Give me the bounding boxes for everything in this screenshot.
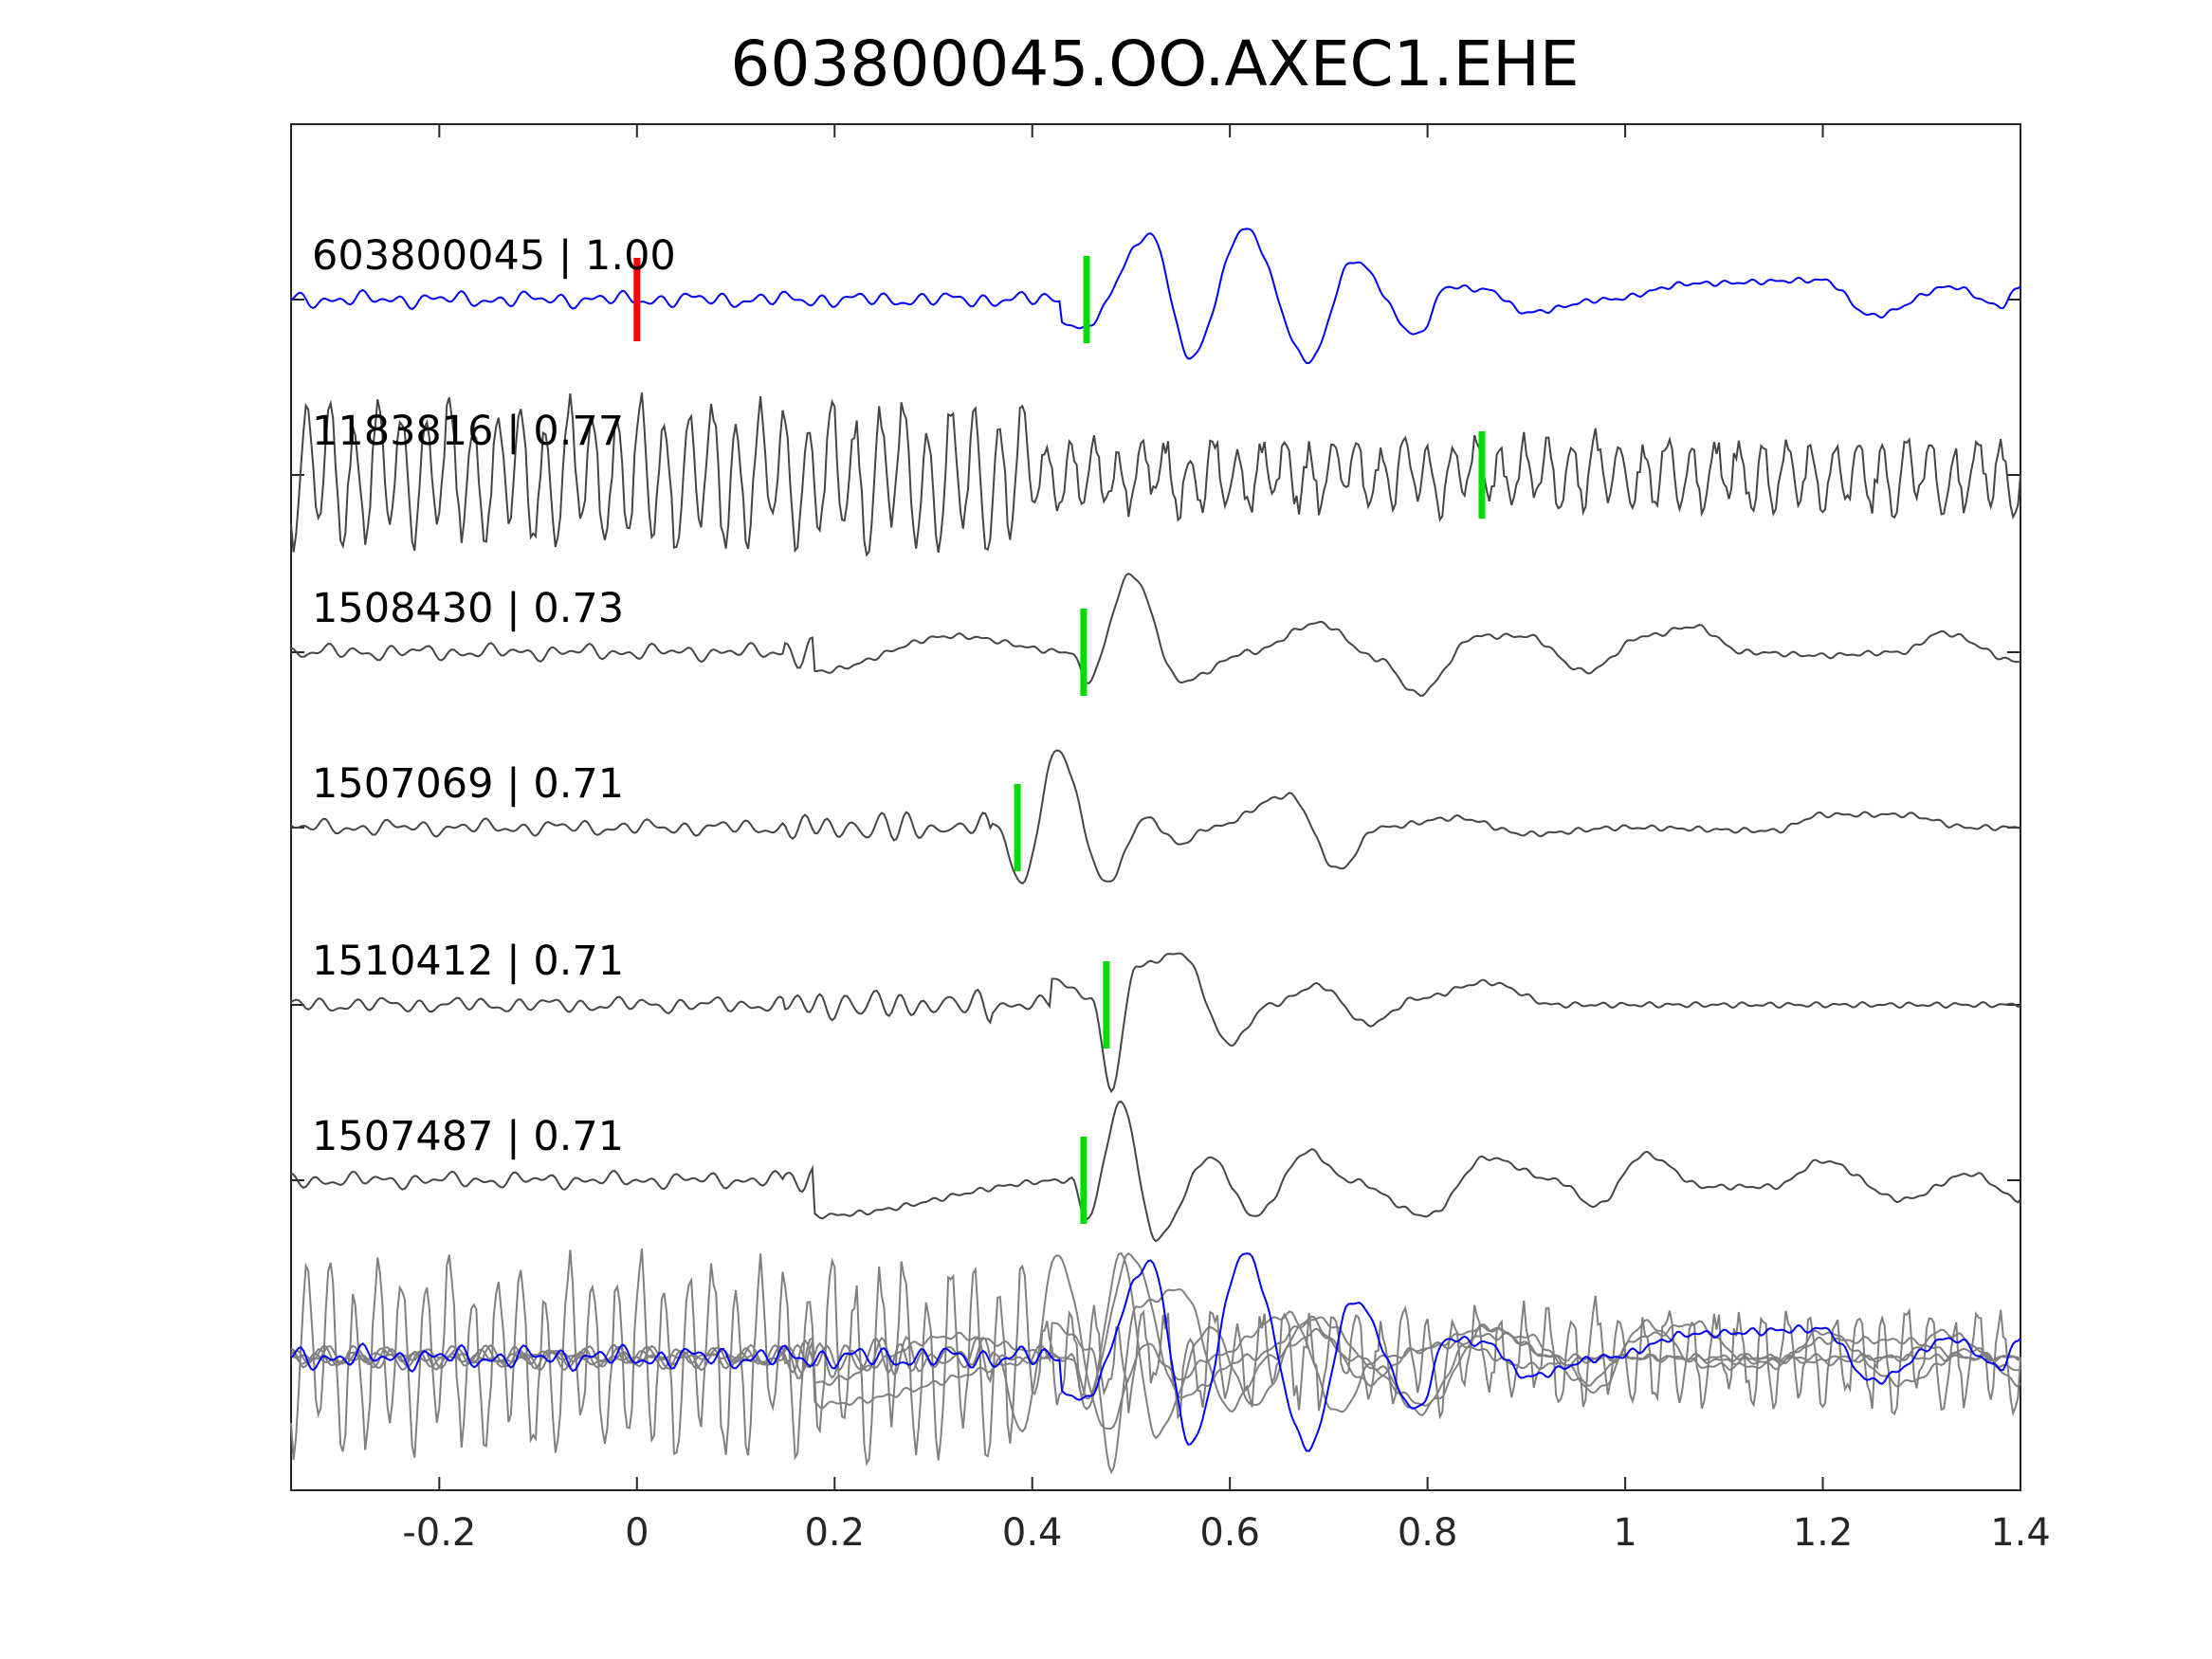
x-tick-label: 1.2 — [1793, 1511, 1854, 1555]
match-waveform — [290, 392, 2021, 557]
overlay-match-waveform — [290, 1251, 2021, 1416]
x-tick-label: 1.4 — [1990, 1511, 2051, 1555]
chart-title: 603800045.OO.AXEC1.EHE — [730, 27, 1579, 100]
x-tick-label: 0.8 — [1398, 1511, 1458, 1555]
match-waveform — [290, 749, 2021, 885]
overlay-traces — [290, 1248, 2021, 1475]
match-waveform — [290, 952, 2021, 1094]
overlay-match-waveform — [290, 1288, 2021, 1475]
x-tick-label: 0 — [625, 1511, 649, 1555]
match-waveform — [290, 1100, 2021, 1243]
phase-picks — [633, 256, 1486, 1224]
trace-label: 1507069 | 0.71 — [312, 760, 624, 808]
x-tick-label: 0.4 — [1002, 1511, 1063, 1555]
x-tick-label: -0.2 — [402, 1511, 476, 1555]
trace-label: 1507487 | 0.71 — [312, 1113, 624, 1160]
template-waveform — [290, 228, 2021, 365]
trace-label: 1183816 | 0.77 — [312, 408, 624, 455]
x-axis-ticks: -0.2 0 0.2 0.4 0.6 0.8 1 1.2 1.4 — [291, 124, 2051, 1555]
match-waveform — [290, 572, 2021, 697]
trace-label: 1508430 | 0.73 — [312, 585, 624, 632]
x-tick-label: 0.6 — [1199, 1511, 1260, 1555]
overlay-template-waveform — [290, 1252, 2021, 1452]
waveform-traces — [290, 228, 2021, 1243]
plot-axes — [290, 123, 2021, 1491]
x-tick-label: 0.2 — [804, 1511, 865, 1555]
plot-frame — [290, 123, 2021, 1491]
trace-labels: 603800045 | 1.00 1183816 | 0.77 1508430 | … — [312, 232, 676, 1160]
trace-label: 1510412 | 0.71 — [312, 938, 624, 985]
x-tick-label: 1 — [1613, 1511, 1636, 1555]
trace-label: 603800045 | 1.00 — [312, 232, 676, 280]
overlay-match-waveform — [290, 1251, 2021, 1440]
